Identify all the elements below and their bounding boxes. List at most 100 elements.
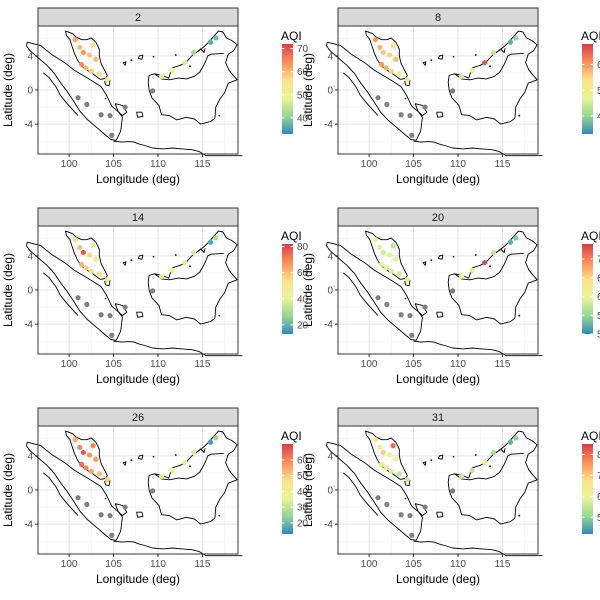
missing-station-point bbox=[122, 504, 128, 510]
java-coast bbox=[113, 540, 243, 557]
y-axis-title: Latitude (deg) bbox=[1, 53, 15, 127]
x-tick-label: 115 bbox=[494, 159, 510, 170]
aqi-station-point bbox=[458, 73, 465, 79]
gridlines bbox=[38, 26, 238, 154]
small-island bbox=[452, 55, 455, 58]
missing-station-point bbox=[384, 301, 390, 308]
small-island bbox=[474, 454, 477, 456]
missing-station-point bbox=[450, 288, 456, 294]
small-island bbox=[174, 254, 177, 256]
aqi-station-point bbox=[83, 265, 89, 271]
missing-station-point bbox=[398, 512, 404, 518]
aqi-station-point bbox=[90, 243, 96, 249]
missing-station-point bbox=[150, 88, 156, 94]
coastlines bbox=[25, 230, 243, 357]
borneo-coast bbox=[147, 30, 238, 125]
sarawak-brunei-border bbox=[195, 48, 206, 53]
legend-tick-label: 50 bbox=[597, 86, 600, 97]
aqi-station-point bbox=[469, 67, 475, 73]
anambas-island bbox=[422, 61, 427, 66]
sumatra-coast bbox=[25, 441, 123, 541]
aqi-station-point bbox=[213, 235, 219, 241]
y-axis-title: Latitude (deg) bbox=[1, 453, 15, 527]
aqi-station-point bbox=[86, 252, 93, 258]
legend-tick-label: 70 bbox=[597, 255, 600, 266]
x-axis-title: Longitude (deg) bbox=[96, 172, 180, 186]
peninsula-coast bbox=[65, 230, 108, 280]
aqi-station-point bbox=[83, 65, 89, 71]
y-tick-label: -4 bbox=[24, 520, 33, 531]
bangka-island bbox=[414, 503, 428, 517]
small-island bbox=[518, 314, 521, 317]
aqi-station-point bbox=[372, 237, 378, 243]
small-island bbox=[130, 459, 133, 462]
missing-station-point bbox=[75, 95, 81, 101]
aqi-station-point bbox=[380, 249, 386, 256]
y-tick-label: 0 bbox=[327, 486, 333, 497]
aqi-station-point bbox=[213, 35, 219, 41]
aqi-station-point bbox=[377, 444, 383, 450]
small-island bbox=[152, 255, 155, 258]
small-island bbox=[489, 265, 491, 268]
legend-tick-label: 55 bbox=[597, 311, 600, 322]
aqi-station-point bbox=[169, 267, 175, 273]
aqi-station-point bbox=[507, 39, 514, 45]
missing-station-point bbox=[409, 532, 415, 538]
missing-station-point bbox=[98, 512, 104, 518]
aqi-stations bbox=[372, 35, 519, 83]
anambas-island bbox=[122, 61, 127, 66]
sumatra-coast bbox=[25, 41, 123, 141]
aqi-station-point bbox=[404, 477, 410, 483]
aqi-station-point bbox=[507, 239, 514, 245]
y-tick-label: -4 bbox=[24, 320, 33, 331]
missing-station-point bbox=[109, 132, 115, 138]
x-tick-label: 105 bbox=[405, 559, 422, 570]
aqi-station-point bbox=[72, 437, 78, 443]
peninsula-coast bbox=[365, 30, 408, 80]
coastlines bbox=[25, 30, 243, 157]
small-island bbox=[218, 114, 221, 117]
sarawak-brunei-border bbox=[495, 448, 506, 453]
small-island bbox=[104, 497, 107, 500]
small-island bbox=[474, 254, 477, 256]
aqi-station-point bbox=[383, 465, 389, 471]
x-tick-label: 105 bbox=[105, 159, 122, 170]
y-tick-label: 0 bbox=[27, 486, 33, 497]
missing-station-point bbox=[84, 501, 90, 508]
aqi-stations bbox=[372, 235, 519, 283]
legend-colorbar bbox=[582, 44, 593, 134]
aqi-station-point bbox=[86, 52, 93, 58]
anambas-island bbox=[122, 261, 127, 266]
missing-station-point bbox=[150, 488, 156, 494]
belitung-island bbox=[136, 111, 144, 118]
small-island bbox=[452, 255, 455, 258]
aqi-station-point bbox=[77, 444, 83, 450]
facet-strip-label: 31 bbox=[432, 412, 444, 424]
x-tick-label: 115 bbox=[494, 359, 510, 370]
small-island bbox=[104, 297, 107, 300]
aqi-station-point bbox=[404, 77, 410, 83]
java-coast bbox=[113, 140, 243, 157]
aqi-station-point bbox=[77, 244, 83, 250]
kalimantan-border bbox=[154, 252, 224, 281]
missing-station-point bbox=[84, 101, 90, 108]
small-island bbox=[218, 514, 221, 517]
small-island bbox=[218, 314, 221, 317]
legend-title: AQI bbox=[581, 29, 600, 43]
x-axis-title: Longitude (deg) bbox=[96, 572, 180, 586]
legend-title: AQI bbox=[581, 429, 600, 443]
aqi-station-point bbox=[386, 52, 393, 58]
legend-tick-label: 50 bbox=[297, 471, 309, 482]
aqi-station-point bbox=[182, 60, 188, 66]
y-tick-label: 0 bbox=[327, 286, 333, 297]
anambas-island bbox=[422, 461, 427, 466]
java-coast bbox=[413, 540, 543, 557]
legend-tick-label: 50 bbox=[597, 513, 600, 524]
legend-tick-label: 70 bbox=[297, 44, 309, 55]
aqi-station-point bbox=[96, 71, 102, 77]
legend-tick-label: 40 bbox=[297, 294, 309, 305]
